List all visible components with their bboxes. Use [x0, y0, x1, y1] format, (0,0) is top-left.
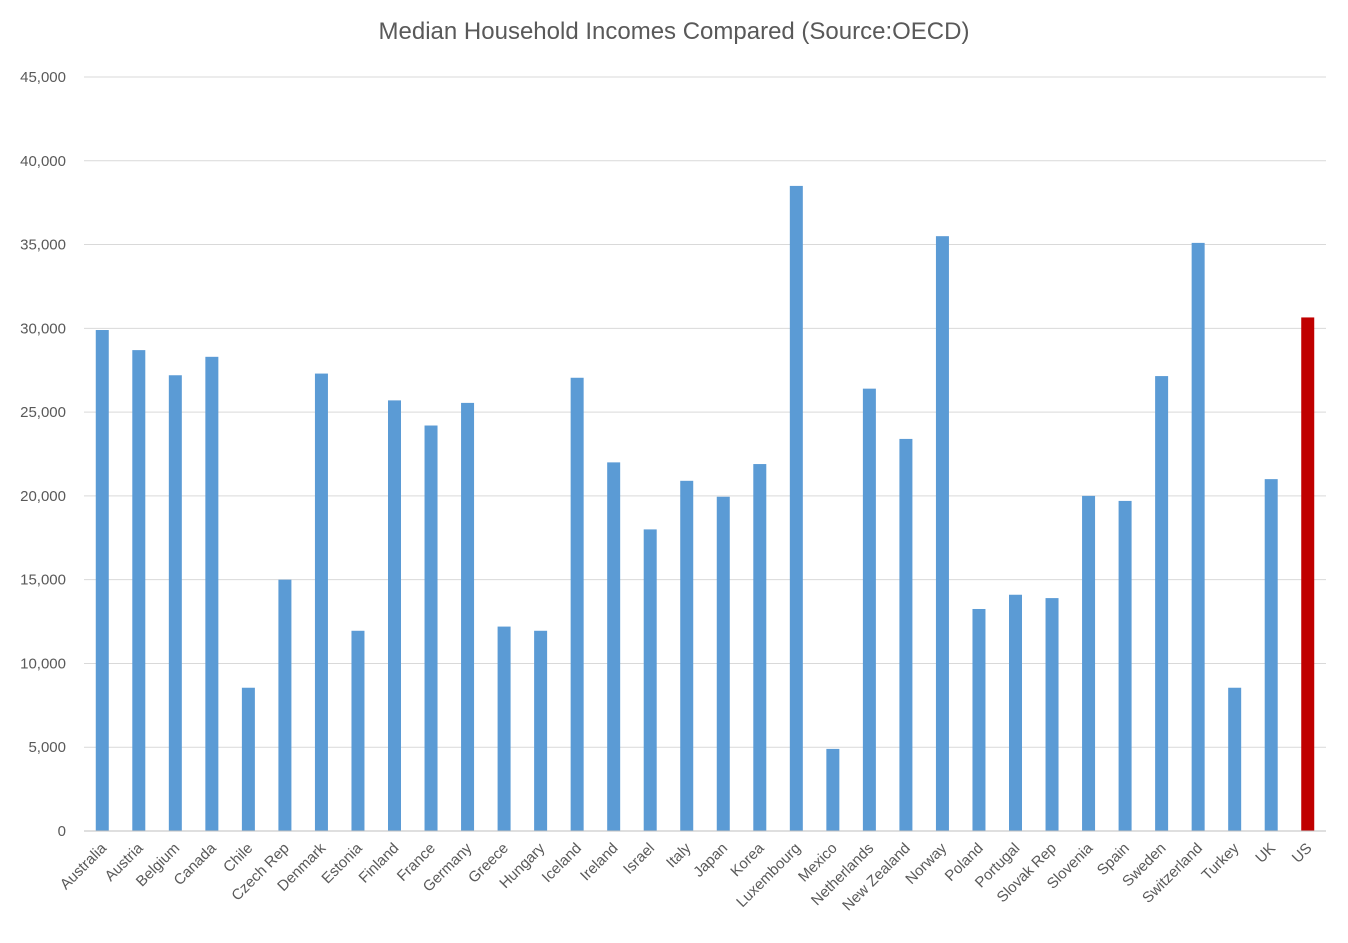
- x-tick-label: Iceland: [539, 840, 585, 886]
- bar-ireland: [607, 462, 621, 831]
- bar-luxembourg: [789, 185, 803, 831]
- y-tick-label: 45,000: [20, 69, 66, 86]
- bar-iceland: [570, 377, 584, 831]
- bar-greece: [497, 626, 511, 831]
- bar-france: [424, 425, 438, 831]
- x-tick-label: Finland: [356, 840, 403, 887]
- bar-belgium: [168, 375, 182, 831]
- bar-israel: [643, 529, 657, 831]
- bar-chile: [241, 687, 255, 831]
- bar-mexico: [826, 748, 840, 831]
- y-tick-label: 30,000: [20, 320, 66, 337]
- y-tick-label: 25,000: [20, 404, 66, 421]
- bar-norway: [935, 236, 949, 831]
- grid-lines: [84, 76, 1326, 748]
- bar-uk: [1264, 479, 1278, 831]
- bar-germany: [461, 402, 475, 831]
- bar-czech-rep: [278, 579, 292, 831]
- x-tick-label: Norway: [902, 839, 950, 887]
- y-tick-label: 10,000: [20, 655, 66, 672]
- bar-finland: [388, 400, 401, 831]
- bars: [95, 185, 1315, 831]
- bar-portugal: [1009, 594, 1022, 831]
- bar-poland: [972, 608, 986, 831]
- bar-us: [1301, 317, 1315, 831]
- bar-korea: [753, 464, 767, 831]
- bar-netherlands: [862, 388, 876, 831]
- y-tick-label: 40,000: [20, 153, 66, 170]
- bar-hungary: [534, 630, 548, 831]
- bar-estonia: [351, 630, 365, 831]
- bar-australia: [95, 330, 109, 831]
- chart-title: Median Household Incomes Compared (Sourc…: [378, 18, 970, 45]
- y-axis-ticks: 0 5,000 10,000 15,000 20,000 25,000 30,000 35,0…: [20, 69, 66, 840]
- x-tick-label: Estonia: [318, 839, 366, 887]
- bar-new-zealand: [899, 438, 913, 831]
- y-tick-label: 20,000: [20, 488, 66, 505]
- x-tick-label: UK: [1252, 840, 1279, 867]
- x-tick-label: Italy: [663, 839, 695, 871]
- y-tick-label: 15,000: [20, 572, 66, 589]
- x-tick-label: Japan: [690, 840, 731, 881]
- bar-denmark: [314, 373, 328, 831]
- bar-japan: [716, 496, 730, 831]
- bar-canada: [205, 356, 219, 831]
- x-tick-label: Ireland: [577, 840, 621, 884]
- x-tick-label: Australia: [57, 839, 111, 893]
- bar-spain: [1118, 500, 1132, 831]
- x-tick-label: Israel: [620, 840, 658, 878]
- y-tick-label: 0: [58, 823, 66, 840]
- x-tick-label: Turkey: [1198, 839, 1242, 883]
- bar-sweden: [1155, 376, 1169, 831]
- bar-austria: [132, 350, 146, 831]
- bar-slovak-rep: [1045, 598, 1059, 831]
- y-tick-label: 35,000: [20, 237, 66, 254]
- y-tick-label: 5,000: [28, 739, 66, 756]
- bar-italy: [680, 480, 694, 831]
- bar-turkey: [1228, 687, 1242, 831]
- bar-switzerland: [1191, 242, 1205, 831]
- x-tick-label: US: [1289, 840, 1316, 867]
- bar-slovenia: [1082, 495, 1096, 831]
